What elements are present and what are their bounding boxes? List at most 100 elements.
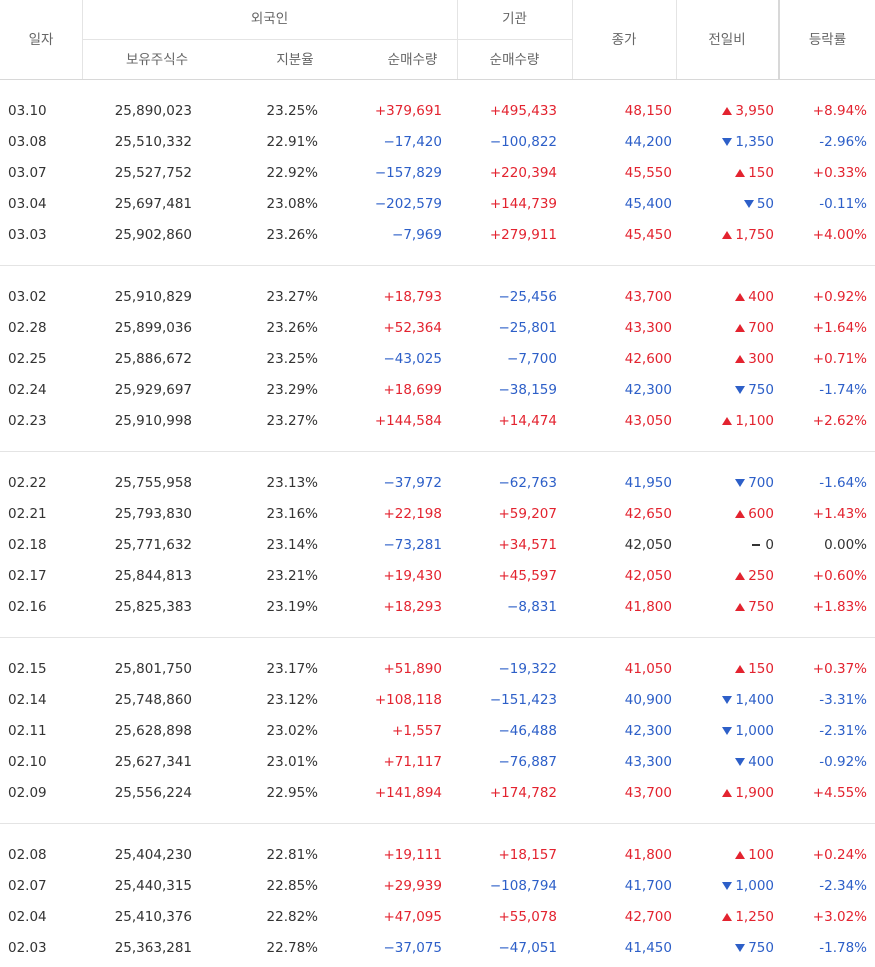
change-cell: 1,100 — [735, 412, 774, 429]
ratio-cell: 23.27% — [266, 288, 318, 305]
rate-cell: +3.02% — [812, 908, 867, 925]
date-cell: 02.07 — [8, 877, 47, 894]
date-cell: 02.08 — [8, 846, 47, 863]
direction-icon — [735, 355, 746, 363]
direction-icon — [735, 510, 746, 518]
header-rate: 등락률 — [808, 32, 847, 48]
institution-net-cell: +59,207 — [498, 505, 557, 522]
rate-cell: -0.11% — [819, 195, 867, 212]
direction-icon — [735, 851, 746, 859]
holdings-cell: 25,886,672 — [114, 350, 192, 367]
change-cell: 1,000 — [735, 722, 774, 739]
change-cell: 150 — [748, 164, 774, 181]
rate-cell: -2.31% — [819, 722, 867, 739]
foreign-net-cell: +51,890 — [383, 660, 442, 677]
close-cell: 41,700 — [624, 877, 672, 894]
foreign-net-cell: +71,117 — [383, 753, 442, 770]
holdings-cell: 25,363,281 — [114, 939, 192, 956]
close-cell: 42,700 — [624, 908, 672, 925]
foreign-net-cell: +379,691 — [374, 102, 442, 119]
institution-net-cell: +55,078 — [498, 908, 557, 925]
holdings-cell: 25,910,998 — [114, 412, 192, 429]
change-cell: 1,750 — [735, 226, 774, 243]
ratio-cell: 23.13% — [266, 474, 318, 491]
ratio-cell: 23.26% — [266, 226, 318, 243]
institution-net-cell: −25,456 — [498, 288, 557, 305]
date-cell: 02.24 — [8, 381, 47, 398]
change-cell: 3,950 — [735, 102, 774, 119]
rate-cell: +0.33% — [812, 164, 867, 181]
close-cell: 42,050 — [624, 536, 672, 553]
foreign-net-cell: +141,894 — [374, 784, 442, 801]
ratio-cell: 22.85% — [266, 877, 318, 894]
holdings-cell: 25,628,898 — [114, 722, 192, 739]
ratio-cell: 23.21% — [266, 567, 318, 584]
foreign-net-cell: +144,584 — [374, 412, 442, 429]
foreign-net-cell: −7,969 — [392, 226, 442, 243]
close-cell: 43,300 — [624, 319, 672, 336]
ratio-cell: 23.29% — [266, 381, 318, 398]
direction-icon — [722, 913, 733, 921]
ratio-cell: 23.25% — [266, 102, 318, 119]
rate-cell: +1.83% — [812, 598, 867, 615]
institution-net-cell: +174,782 — [489, 784, 557, 801]
ratio-cell: 23.27% — [266, 412, 318, 429]
date-cell: 02.14 — [8, 691, 47, 708]
rate-cell: -2.34% — [819, 877, 867, 894]
direction-icon — [722, 107, 733, 115]
holdings-cell: 25,556,224 — [114, 784, 192, 801]
change-cell: 700 — [748, 474, 774, 491]
holdings-cell: 25,527,752 — [114, 164, 192, 181]
institution-net-cell: +220,394 — [489, 164, 557, 181]
rate-cell: +4.55% — [812, 784, 867, 801]
ratio-cell: 23.01% — [266, 753, 318, 770]
date-cell: 02.11 — [8, 722, 47, 739]
institution-net-cell: +18,157 — [498, 846, 557, 863]
foreign-net-cell: −43,025 — [383, 350, 442, 367]
change-cell: 1,400 — [735, 691, 774, 708]
change-cell: 100 — [748, 846, 774, 863]
institution-net-cell: +34,571 — [498, 536, 557, 553]
ratio-cell: 23.02% — [266, 722, 318, 739]
foreign-net-cell: +18,699 — [383, 381, 442, 398]
date-cell: 02.15 — [8, 660, 47, 677]
foreign-net-cell: +52,364 — [383, 319, 442, 336]
change-cell: 750 — [748, 598, 774, 615]
direction-icon — [735, 293, 746, 301]
change-cell: 1,900 — [735, 784, 774, 801]
date-cell: 02.28 — [8, 319, 47, 336]
ratio-cell: 23.26% — [266, 319, 318, 336]
direction-icon — [743, 200, 754, 208]
ratio-cell: 23.19% — [266, 598, 318, 615]
change-cell: 1,250 — [735, 908, 774, 925]
header-date: 일자 — [28, 32, 54, 48]
direction-icon — [735, 324, 746, 332]
direction-icon — [735, 603, 746, 611]
ratio-cell: 22.82% — [266, 908, 318, 925]
group-separator — [0, 451, 875, 452]
direction-icon — [722, 727, 733, 735]
change-cell: 750 — [748, 939, 774, 956]
rate-cell: -3.31% — [819, 691, 867, 708]
direction-icon — [722, 138, 733, 146]
foreign-net-cell: −157,829 — [374, 164, 442, 181]
institution-net-cell: −47,051 — [498, 939, 557, 956]
holdings-cell: 25,697,481 — [114, 195, 192, 212]
header-foreign-net: 순매수량 — [387, 52, 438, 68]
direction-icon — [722, 882, 733, 890]
date-cell: 03.08 — [8, 133, 47, 150]
close-cell: 41,800 — [624, 846, 672, 863]
rate-cell: 0.00% — [824, 536, 867, 553]
holdings-cell: 25,844,813 — [114, 567, 192, 584]
close-cell: 40,900 — [624, 691, 672, 708]
institution-net-cell: −100,822 — [489, 133, 557, 150]
holdings-cell: 25,929,697 — [114, 381, 192, 398]
change-cell: 0 — [765, 536, 774, 553]
rate-cell: +4.00% — [812, 226, 867, 243]
date-cell: 02.09 — [8, 784, 47, 801]
foreign-net-cell: +19,430 — [383, 567, 442, 584]
change-cell: 300 — [748, 350, 774, 367]
holdings-cell: 25,910,829 — [114, 288, 192, 305]
close-cell: 43,300 — [624, 753, 672, 770]
institution-net-cell: −46,488 — [498, 722, 557, 739]
